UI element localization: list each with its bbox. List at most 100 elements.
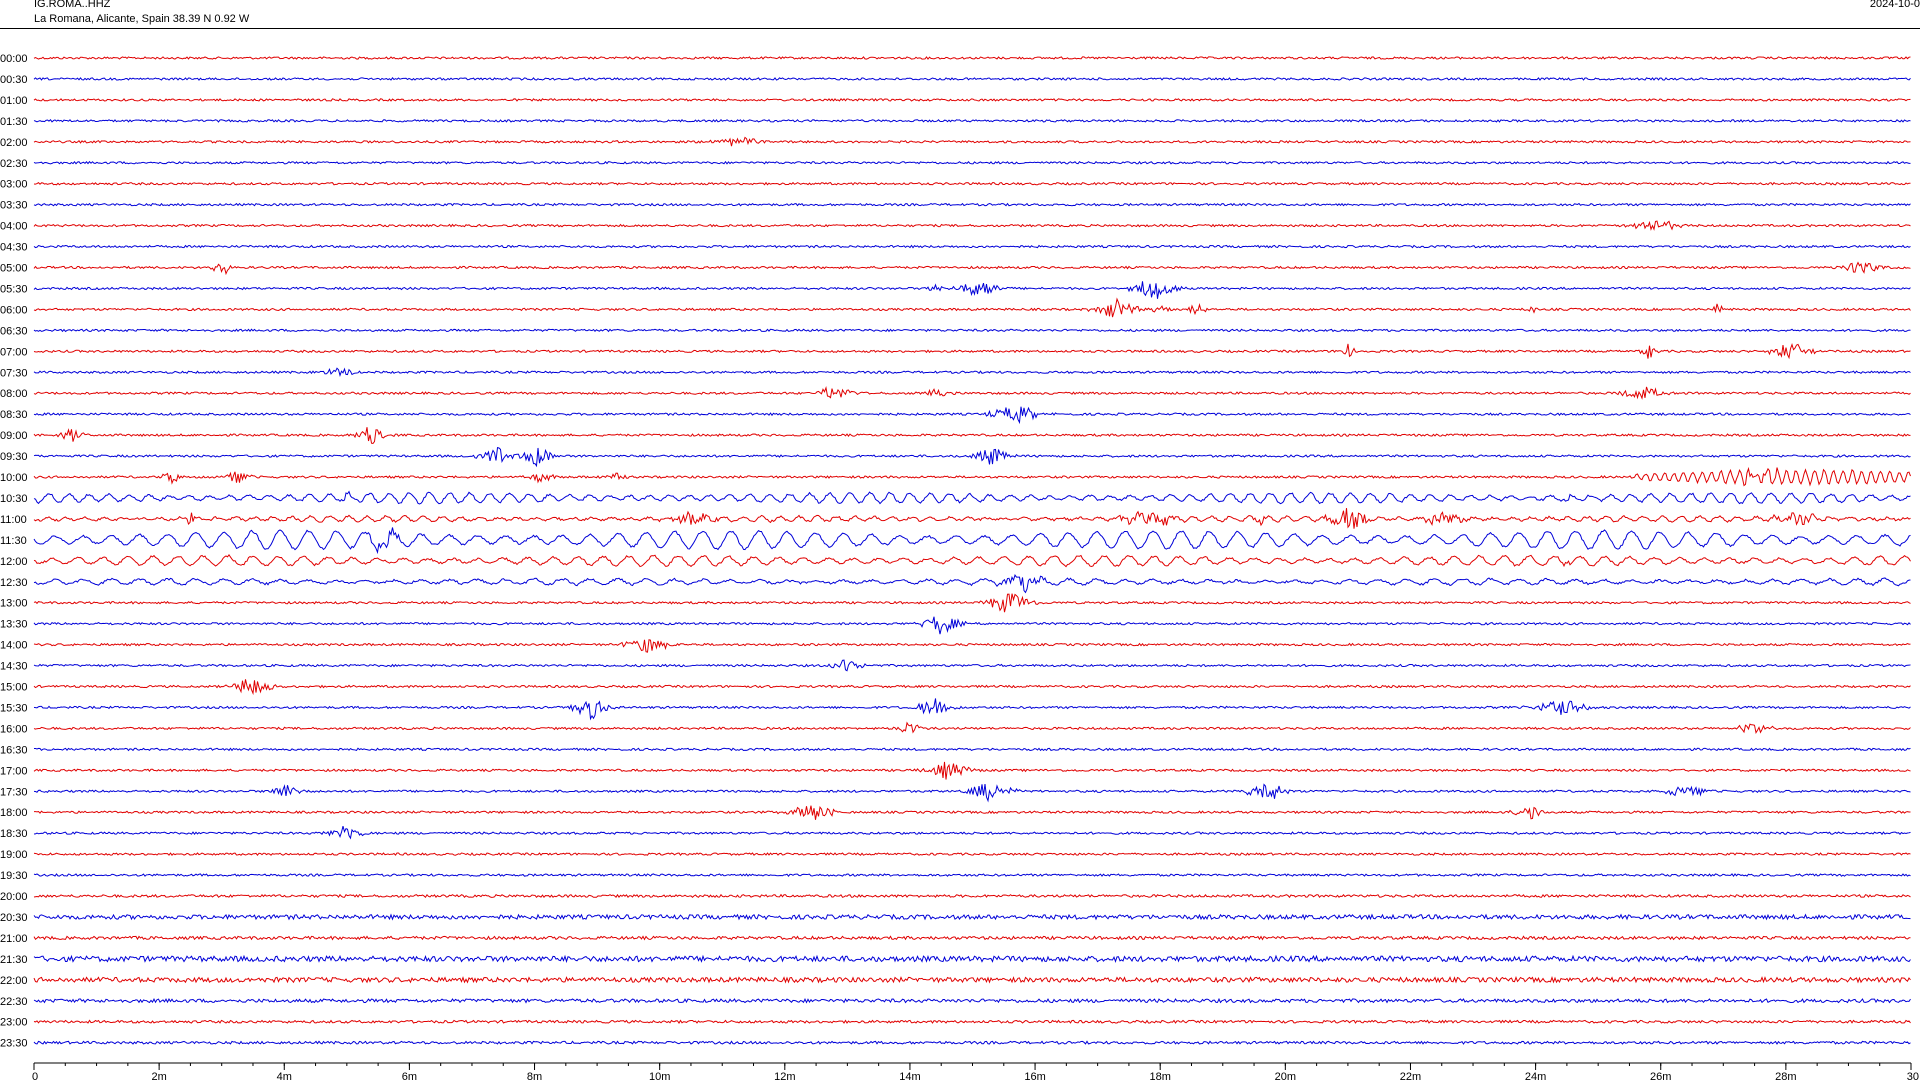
row-label: 14:00 [0,640,28,652]
row-label: 08:00 [0,388,28,400]
x-tick-label: 2m [151,1071,166,1080]
trace-1800 [33,805,1911,820]
row-label: 21:30 [0,954,28,966]
trace-0130 [33,118,1911,123]
trace-0630 [33,328,1911,333]
row-label: 19:00 [0,849,28,861]
trace-1630 [33,747,1911,752]
x-tick-label: 18m [1149,1071,1170,1080]
x-tick-label: 30 [1907,1071,1919,1080]
x-tick-label: 10m [649,1071,670,1080]
x-tick-label: 16m [1024,1071,1045,1080]
row-label: 10:30 [0,493,28,505]
station-code: IG.ROMA..HHZ [34,0,111,10]
x-tick-label: 28m [1775,1071,1796,1080]
trace-1230 [33,574,1911,594]
row-label: 02:30 [0,158,28,170]
row-label: 11:30 [0,535,27,547]
trace-1400 [33,639,1911,653]
trace-0030 [33,77,1911,81]
trace-2100 [33,935,1911,941]
row-label: 20:00 [0,891,28,903]
trace-0600 [33,297,1911,318]
row-label: 17:00 [0,765,28,777]
row-label: 09:30 [0,451,28,463]
trace-0500 [33,261,1911,276]
trace-0830 [33,406,1911,425]
x-tick-label: 0 [32,1071,38,1080]
row-label: 07:00 [0,346,28,358]
row-label: 17:30 [0,786,28,798]
x-tick-label: 4m [277,1071,292,1080]
row-label: 11:00 [0,514,27,526]
row-label: 22:30 [0,996,28,1008]
row-label: 01:30 [0,116,28,128]
trace-1700 [33,761,1911,780]
x-tick-label: 20m [1275,1071,1296,1080]
trace-2000 [33,893,1911,899]
row-label: 23:00 [0,1017,28,1029]
trace-0100 [33,98,1911,102]
trace-2130 [33,954,1911,964]
trace-1200 [33,554,1911,568]
trace-1730 [33,783,1911,803]
trace-1100 [33,508,1911,529]
row-label: 10:00 [0,472,28,484]
header-rule [0,28,1920,29]
row-label: 08:30 [0,409,28,421]
row-label: 18:00 [0,807,28,819]
trace-1600 [33,721,1911,735]
x-tick-label: 24m [1525,1071,1546,1080]
trace-1130 [33,527,1911,555]
row-label: 13:00 [0,598,28,610]
row-label: 05:00 [0,263,28,275]
trace-1000 [33,466,1911,487]
trace-1030 [33,490,1911,505]
row-label: 07:30 [0,367,28,379]
row-label: 12:30 [0,577,28,589]
x-tick-label: 26m [1650,1071,1671,1080]
row-label: 16:00 [0,723,28,735]
trace-1500 [33,679,1911,696]
trace-2300 [33,1019,1911,1024]
trace-0730 [33,367,1911,377]
trace-0200 [33,136,1911,147]
row-label: 05:30 [0,283,28,295]
trace-0530 [33,281,1911,299]
trace-0930 [33,447,1911,468]
row-label: 04:30 [0,242,28,254]
trace-2330 [33,1040,1911,1045]
row-label: 04:00 [0,221,28,233]
row-label: 03:30 [0,200,28,212]
station-location: La Romana, Alicante, Spain 38.39 N 0.92 … [34,13,250,25]
header: IG.ROMA..HHZ La Romana, Alicante, Spain … [0,0,1920,30]
trace-1830 [33,825,1911,840]
trace-1430 [33,659,1911,672]
trace-1330 [33,616,1911,635]
row-label: 02:00 [0,137,28,149]
row-label: 18:30 [0,828,28,840]
trace-1930 [33,873,1911,878]
trace-2030 [33,913,1911,921]
trace-0400 [33,220,1911,231]
row-label: 03:00 [0,179,28,191]
trace-0000 [33,56,1911,60]
row-label: 15:00 [0,682,28,694]
row-label: 15:30 [0,702,28,714]
row-label: 06:30 [0,325,28,337]
row-label: 00:30 [0,74,28,86]
row-label: 12:00 [0,556,28,568]
trace-0300 [33,181,1911,186]
trace-1530 [33,698,1911,721]
trace-2200 [33,976,1911,984]
trace-0430 [33,244,1911,249]
trace-1900 [33,852,1911,856]
row-label: 21:00 [0,933,28,945]
trace-1300 [33,593,1911,613]
trace-2230 [33,997,1911,1004]
row-label: 09:00 [0,430,28,442]
trace-0800 [33,386,1911,400]
x-tick-label: 14m [899,1071,920,1080]
row-label: 06:00 [0,304,28,316]
row-label: 23:30 [0,1038,28,1050]
